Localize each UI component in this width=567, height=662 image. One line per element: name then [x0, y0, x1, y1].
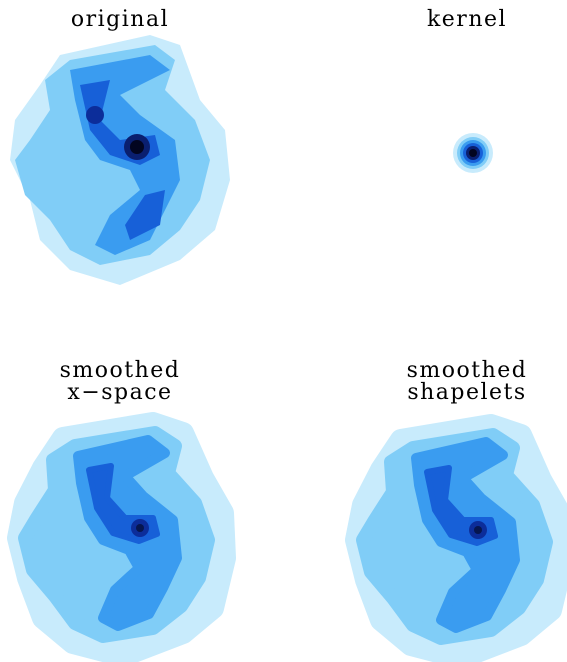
panel-title: shapelets: [407, 380, 526, 405]
panel-kernel: kernel: [427, 7, 507, 173]
image-smoothed: [356, 425, 563, 658]
panel-title: x−space: [67, 380, 172, 405]
panel-smoothed-shapelets: smoothed shapelets: [356, 358, 563, 658]
peak: [86, 106, 104, 124]
panel-title: kernel: [427, 7, 507, 32]
image-smoothed: [18, 423, 225, 656]
image-original: [10, 35, 230, 285]
panel-smoothed-x-space: smoothed x−space: [18, 358, 225, 656]
peak-core: [130, 140, 144, 154]
panel-original: original: [10, 7, 230, 285]
panel-title: smoothed: [407, 358, 528, 383]
panel-title: original: [71, 7, 169, 32]
panel-title: smoothed: [60, 358, 181, 383]
